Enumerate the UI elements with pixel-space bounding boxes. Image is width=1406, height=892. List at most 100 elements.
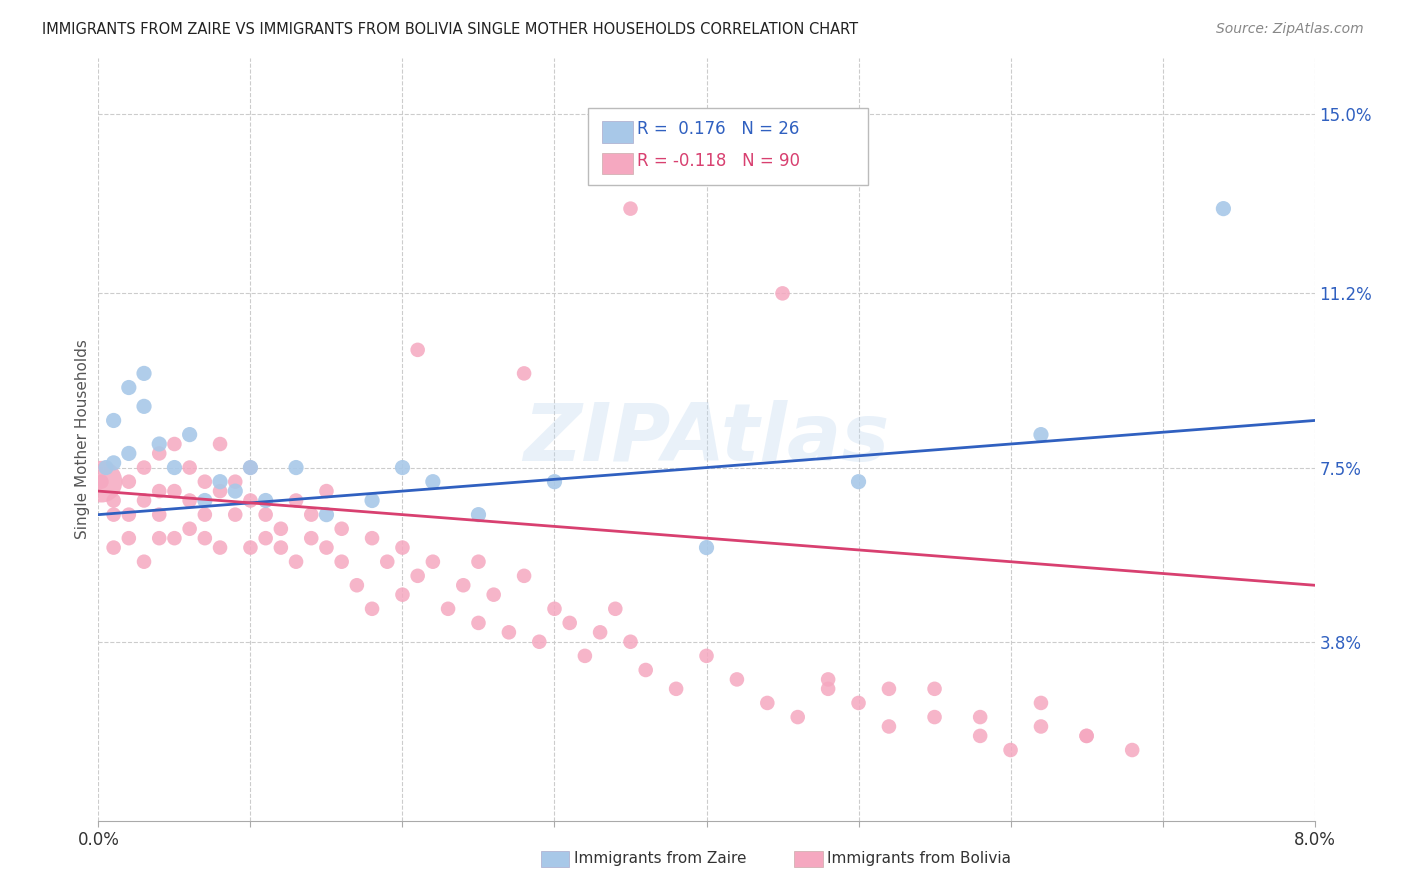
Point <box>529 634 551 648</box>
Point <box>467 508 489 522</box>
Point <box>375 555 398 569</box>
Point <box>299 508 322 522</box>
Point <box>103 493 125 508</box>
Point <box>118 380 141 394</box>
Point <box>103 413 125 427</box>
Point <box>848 475 870 489</box>
Point <box>132 400 155 414</box>
Point <box>1029 427 1052 442</box>
Point <box>224 475 246 489</box>
Point <box>209 541 232 555</box>
Point <box>118 531 141 545</box>
Point <box>103 456 125 470</box>
Point <box>148 531 170 545</box>
Point <box>574 648 596 663</box>
Point <box>1121 743 1143 757</box>
Point <box>179 522 201 536</box>
Point <box>209 437 232 451</box>
Point <box>148 508 170 522</box>
Point <box>270 522 292 536</box>
Point <box>1029 696 1052 710</box>
Point <box>118 508 141 522</box>
Point <box>163 531 186 545</box>
Point <box>391 588 413 602</box>
Point <box>361 493 384 508</box>
Point <box>665 681 688 696</box>
Point <box>148 437 170 451</box>
Point <box>543 475 565 489</box>
Point <box>406 569 429 583</box>
Point <box>239 493 262 508</box>
Text: R = -0.118   N = 90: R = -0.118 N = 90 <box>637 152 800 169</box>
Point <box>1076 729 1098 743</box>
Point <box>163 484 186 499</box>
Point <box>877 719 900 733</box>
Point <box>148 446 170 460</box>
Point <box>194 508 217 522</box>
Point <box>148 484 170 499</box>
Point <box>224 484 246 499</box>
Point <box>224 508 246 522</box>
Point <box>924 710 946 724</box>
Point <box>361 531 384 545</box>
Point <box>848 696 870 710</box>
Point <box>118 475 141 489</box>
Point <box>315 541 337 555</box>
Point <box>132 555 155 569</box>
Point <box>239 460 262 475</box>
Point <box>163 460 186 475</box>
Point <box>209 475 232 489</box>
Point <box>194 475 217 489</box>
Point <box>179 460 201 475</box>
Point <box>285 493 308 508</box>
Point <box>270 541 292 555</box>
Point <box>634 663 657 677</box>
Point <box>254 531 277 545</box>
Point <box>817 681 839 696</box>
Point <box>346 578 368 592</box>
Point <box>103 541 125 555</box>
Point <box>498 625 520 640</box>
Point <box>605 602 627 616</box>
Point <box>924 681 946 696</box>
Point <box>453 578 475 592</box>
Point <box>209 484 232 499</box>
Point <box>299 531 322 545</box>
Point <box>437 602 460 616</box>
Point <box>254 508 277 522</box>
Point <box>1212 202 1234 216</box>
Point <box>406 343 429 357</box>
Point <box>696 541 718 555</box>
Point <box>132 367 155 381</box>
Point <box>132 493 155 508</box>
Point <box>391 460 413 475</box>
Point <box>513 367 536 381</box>
Text: R =  0.176   N = 26: R = 0.176 N = 26 <box>637 120 799 138</box>
Point <box>772 286 794 301</box>
Text: Immigrants from Bolivia: Immigrants from Bolivia <box>827 851 1011 866</box>
Point <box>558 615 581 630</box>
Point <box>239 460 262 475</box>
Point <box>254 493 277 508</box>
Point <box>422 555 444 569</box>
Point <box>1076 729 1098 743</box>
Text: ZIPAtlas: ZIPAtlas <box>523 401 890 478</box>
Point <box>725 673 748 687</box>
Point <box>467 615 489 630</box>
Point <box>239 541 262 555</box>
Text: Immigrants from Zaire: Immigrants from Zaire <box>574 851 747 866</box>
Point <box>194 493 217 508</box>
Point <box>589 625 612 640</box>
Point <box>817 673 839 687</box>
Point <box>756 696 779 710</box>
Point <box>543 602 565 616</box>
Point <box>513 569 536 583</box>
Point <box>361 602 384 616</box>
Point <box>163 437 186 451</box>
Point <box>619 634 641 648</box>
Point <box>179 427 201 442</box>
Point <box>877 681 900 696</box>
Point <box>103 508 125 522</box>
Point <box>330 522 353 536</box>
Point <box>179 493 201 508</box>
